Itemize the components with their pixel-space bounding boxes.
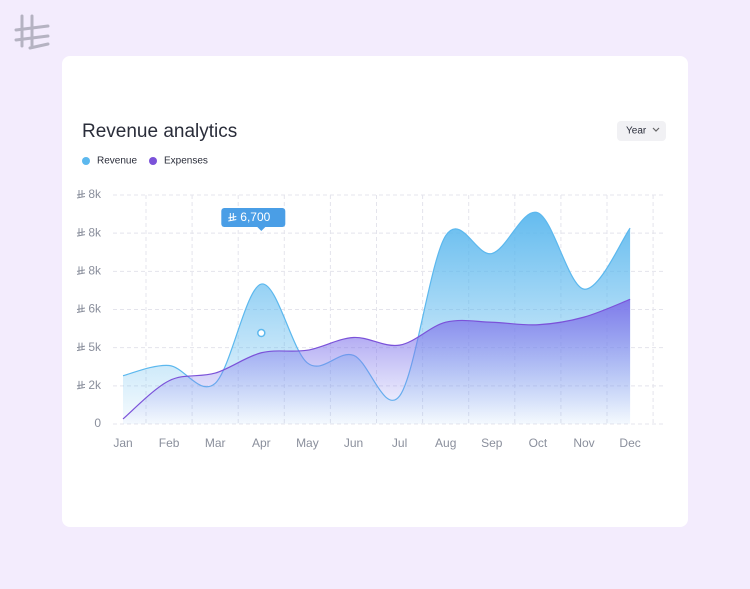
x-tick-label: Oct xyxy=(529,436,548,450)
x-tick-label: Apr xyxy=(252,436,271,450)
x-tick-label: Jan xyxy=(113,436,132,450)
currency-icon xyxy=(76,228,86,237)
legend-label: Expenses xyxy=(164,156,208,167)
currency-icon xyxy=(76,380,86,390)
tooltip-pointer xyxy=(257,227,266,231)
x-tick-label: Mar xyxy=(205,436,226,450)
currency-icon xyxy=(76,304,86,313)
tooltip xyxy=(221,208,286,227)
dropdown[interactable] xyxy=(617,121,666,141)
chart-title: Revenue analytics xyxy=(82,121,237,142)
x-tick-label: May xyxy=(296,436,319,450)
legend-label: Revenue xyxy=(97,156,137,167)
y-tick-label: 5k xyxy=(88,340,102,354)
area xyxy=(123,299,631,424)
line xyxy=(122,298,631,420)
dropdown-chevron[interactable] xyxy=(652,127,660,132)
dropdown-label[interactable]: Year xyxy=(626,126,647,137)
x-tick-label: Jun xyxy=(344,436,363,450)
x-tick-label: Jul xyxy=(392,436,407,450)
legend-dot xyxy=(82,157,90,165)
currency-icon xyxy=(76,190,86,199)
y-tick-label: 8k xyxy=(88,264,102,278)
currency-icon xyxy=(76,342,86,352)
tooltip-label: 6,700 xyxy=(240,210,270,224)
hover-point xyxy=(257,328,266,338)
y-tick-label: 6k xyxy=(88,302,102,316)
y-tick-label: 0 xyxy=(94,416,101,430)
y-tick-label: 2k xyxy=(88,378,102,392)
currency-icon xyxy=(228,213,237,222)
x-tick-label: Feb xyxy=(159,436,180,450)
y-tick-label: 8k xyxy=(88,225,102,239)
x-tick-label: Sep xyxy=(481,436,503,450)
y-tick-label: 8k xyxy=(88,187,102,201)
x-tick-label: Dec xyxy=(619,436,640,450)
legend-dot xyxy=(149,157,157,165)
logo xyxy=(14,14,50,50)
x-tick-label: Nov xyxy=(573,436,594,450)
currency-icon xyxy=(76,266,86,275)
x-tick-label: Aug xyxy=(435,436,456,450)
